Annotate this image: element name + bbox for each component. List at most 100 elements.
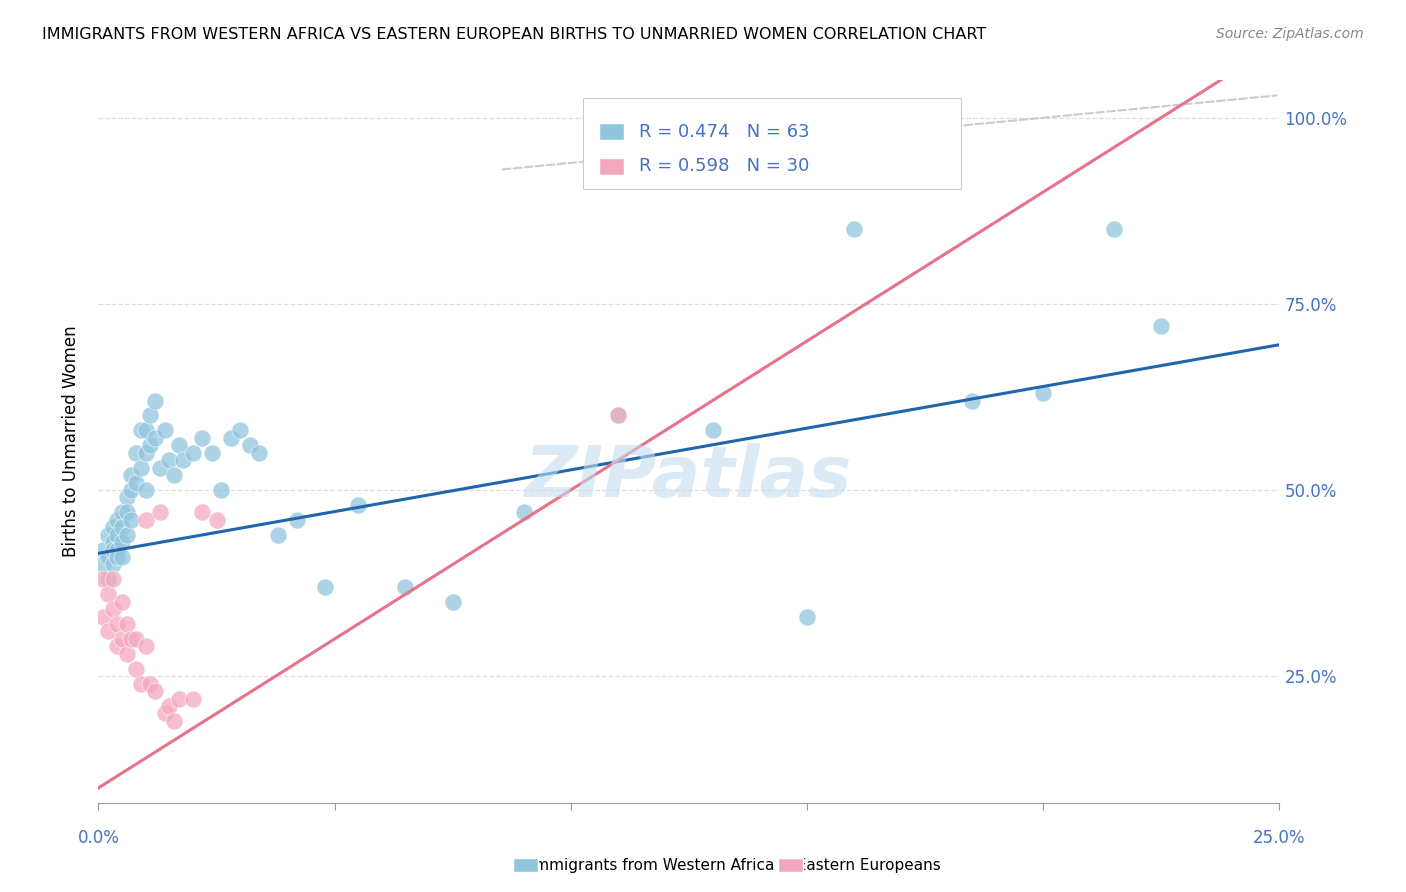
Point (105, 542, 128, 557)
Point (115, 505, 138, 519)
Point (143, 393, 166, 408)
Point (239, 438, 262, 452)
Point (115, 647, 138, 661)
Point (125, 446, 148, 460)
Text: 25.0%: 25.0% (1253, 829, 1306, 847)
Point (143, 684, 166, 698)
Point (129, 423, 152, 437)
Y-axis label: Births to Unmarried Women: Births to Unmarried Women (62, 326, 80, 558)
Point (157, 698, 180, 713)
Point (347, 498, 370, 512)
Point (153, 706, 176, 721)
Point (139, 676, 162, 690)
Text: ZIPatlas: ZIPatlas (526, 443, 852, 512)
Point (772, 118, 794, 132)
Point (105, 549, 128, 564)
Point (135, 446, 157, 460)
Point (201, 446, 224, 460)
Point (844, 222, 866, 236)
Point (167, 438, 190, 452)
Point (135, 640, 157, 654)
Point (512, 505, 534, 519)
Point (111, 632, 134, 646)
Point (105, 527, 128, 541)
Point (167, 691, 190, 706)
Point (796, 609, 818, 624)
Point (1150, 319, 1173, 334)
Text: R = 0.598   N = 30: R = 0.598 N = 30 (640, 157, 810, 175)
Point (143, 431, 166, 445)
Point (111, 505, 134, 519)
Point (1032, 386, 1054, 401)
Text: Immigrants from Western Africa: Immigrants from Western Africa (520, 858, 775, 872)
Point (702, 423, 724, 437)
Text: 0.0%: 0.0% (77, 829, 120, 847)
Point (111, 549, 134, 564)
Point (191, 505, 214, 519)
Point (91, 609, 114, 624)
Point (163, 714, 186, 728)
Point (441, 595, 464, 609)
Point (129, 676, 152, 690)
Point (135, 513, 157, 527)
Text: IMMIGRANTS FROM WESTERN AFRICA VS EASTERN EUROPEAN BIRTHS TO UNMARRIED WOMEN COR: IMMIGRANTS FROM WESTERN AFRICA VS EASTER… (42, 27, 987, 42)
Point (181, 691, 204, 706)
Point (153, 423, 176, 437)
Point (219, 431, 242, 445)
Point (111, 595, 134, 609)
Text: R = 0.474   N = 63: R = 0.474 N = 63 (640, 122, 810, 141)
Point (209, 483, 232, 497)
Point (163, 468, 186, 483)
FancyBboxPatch shape (599, 123, 624, 140)
Point (962, 393, 984, 408)
Point (139, 409, 162, 423)
Point (394, 580, 416, 594)
Point (105, 640, 128, 654)
Point (97, 587, 120, 601)
Point (125, 475, 148, 490)
FancyBboxPatch shape (582, 98, 960, 189)
Point (115, 527, 138, 541)
Point (125, 632, 148, 646)
Point (111, 535, 134, 549)
Point (607, 409, 630, 423)
Point (135, 423, 157, 437)
Point (314, 580, 336, 594)
Point (121, 632, 143, 646)
Point (101, 520, 124, 534)
Point (607, 409, 630, 423)
Point (247, 446, 270, 460)
Point (115, 617, 138, 632)
Point (191, 431, 214, 445)
Point (91, 558, 114, 572)
Point (285, 513, 308, 527)
Point (205, 513, 228, 527)
Point (91, 542, 114, 557)
Point (101, 602, 124, 616)
Point (181, 446, 204, 460)
Point (97, 624, 120, 639)
Point (97, 527, 120, 541)
Point (121, 513, 143, 527)
Point (125, 662, 148, 676)
Point (139, 438, 162, 452)
Point (267, 527, 290, 541)
Text: Eastern Europeans: Eastern Europeans (787, 858, 941, 872)
Point (121, 468, 143, 483)
Point (1102, 222, 1125, 236)
Point (105, 513, 128, 527)
Point (111, 520, 134, 534)
Point (101, 542, 124, 557)
Point (172, 453, 194, 467)
Point (101, 572, 124, 586)
Point (121, 483, 143, 497)
Point (101, 535, 124, 549)
Point (105, 617, 128, 632)
FancyBboxPatch shape (599, 158, 624, 175)
Point (129, 460, 152, 475)
Point (91, 572, 114, 586)
Point (115, 491, 138, 505)
Text: Source: ZipAtlas.com: Source: ZipAtlas.com (1216, 27, 1364, 41)
Point (149, 505, 172, 519)
Point (229, 423, 252, 437)
